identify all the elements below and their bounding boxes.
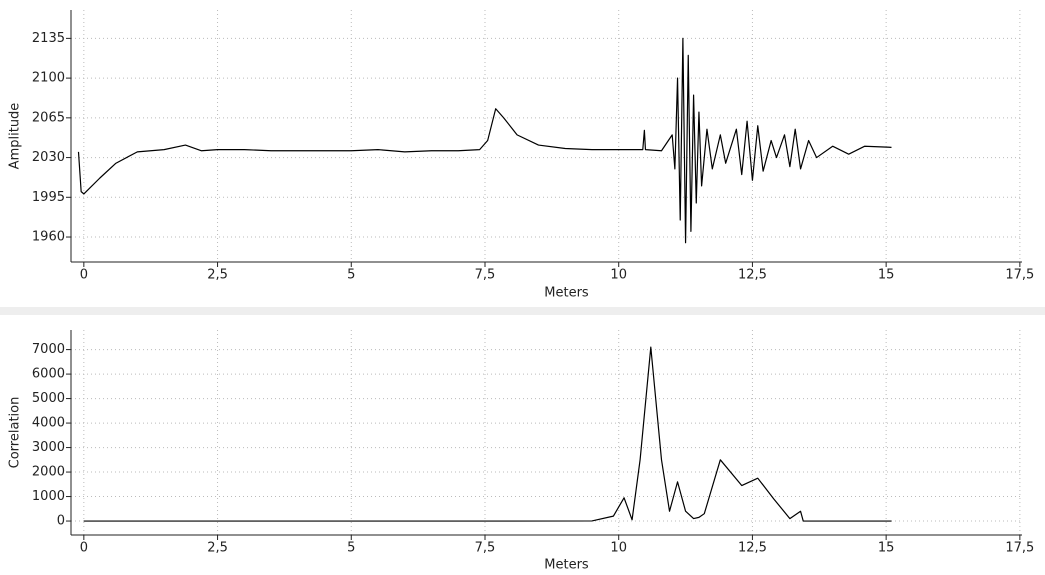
x-tick-label: 7,5 [475,268,496,283]
x-tick-label: 7,5 [475,541,496,556]
data-line [77,37,892,244]
y-tick-label: 6000 [32,367,65,382]
y-tick-label: 2065 [32,110,65,125]
y-tick-label: 5000 [32,391,65,406]
x-tick-label: 12,5 [738,541,767,556]
x-tick-label: 2,5 [207,541,228,556]
y-tick-label: 1995 [32,190,65,205]
y-tick-label: 2000 [32,465,65,480]
x-tick-label: 15 [878,268,895,283]
y-tick-label: 7000 [32,342,65,357]
x-tick-label: 5 [347,268,355,283]
x-tick-label: 17,5 [1005,268,1034,283]
y-tick-label: 1000 [32,489,65,504]
x-tick-label: 10 [610,268,627,283]
x-axis-label: Meters [544,558,589,573]
x-tick-label: 17,5 [1005,541,1034,556]
x-tick-label: 0 [80,268,88,283]
x-axis-label: Meters [544,286,589,301]
y-axis-label: Correlation [8,397,23,469]
x-tick-label: 5 [347,541,355,556]
y-tick-label: 2100 [32,71,65,86]
x-tick-label: 15 [878,541,895,556]
x-tick-label: 12,5 [738,268,767,283]
x-tick-label: 0 [80,541,88,556]
x-tick-label: 10 [610,541,627,556]
y-axis-label: Amplitude [8,103,23,170]
y-tick-label: 0 [57,514,65,529]
y-tick-label: 1960 [32,230,65,245]
y-tick-label: 2030 [32,150,65,165]
y-tick-label: 2135 [32,31,65,46]
y-tick-label: 4000 [32,416,65,431]
data-line [83,346,892,522]
y-tick-label: 3000 [32,440,65,455]
splitter[interactable] [0,307,1045,315]
x-tick-label: 2,5 [207,268,228,283]
